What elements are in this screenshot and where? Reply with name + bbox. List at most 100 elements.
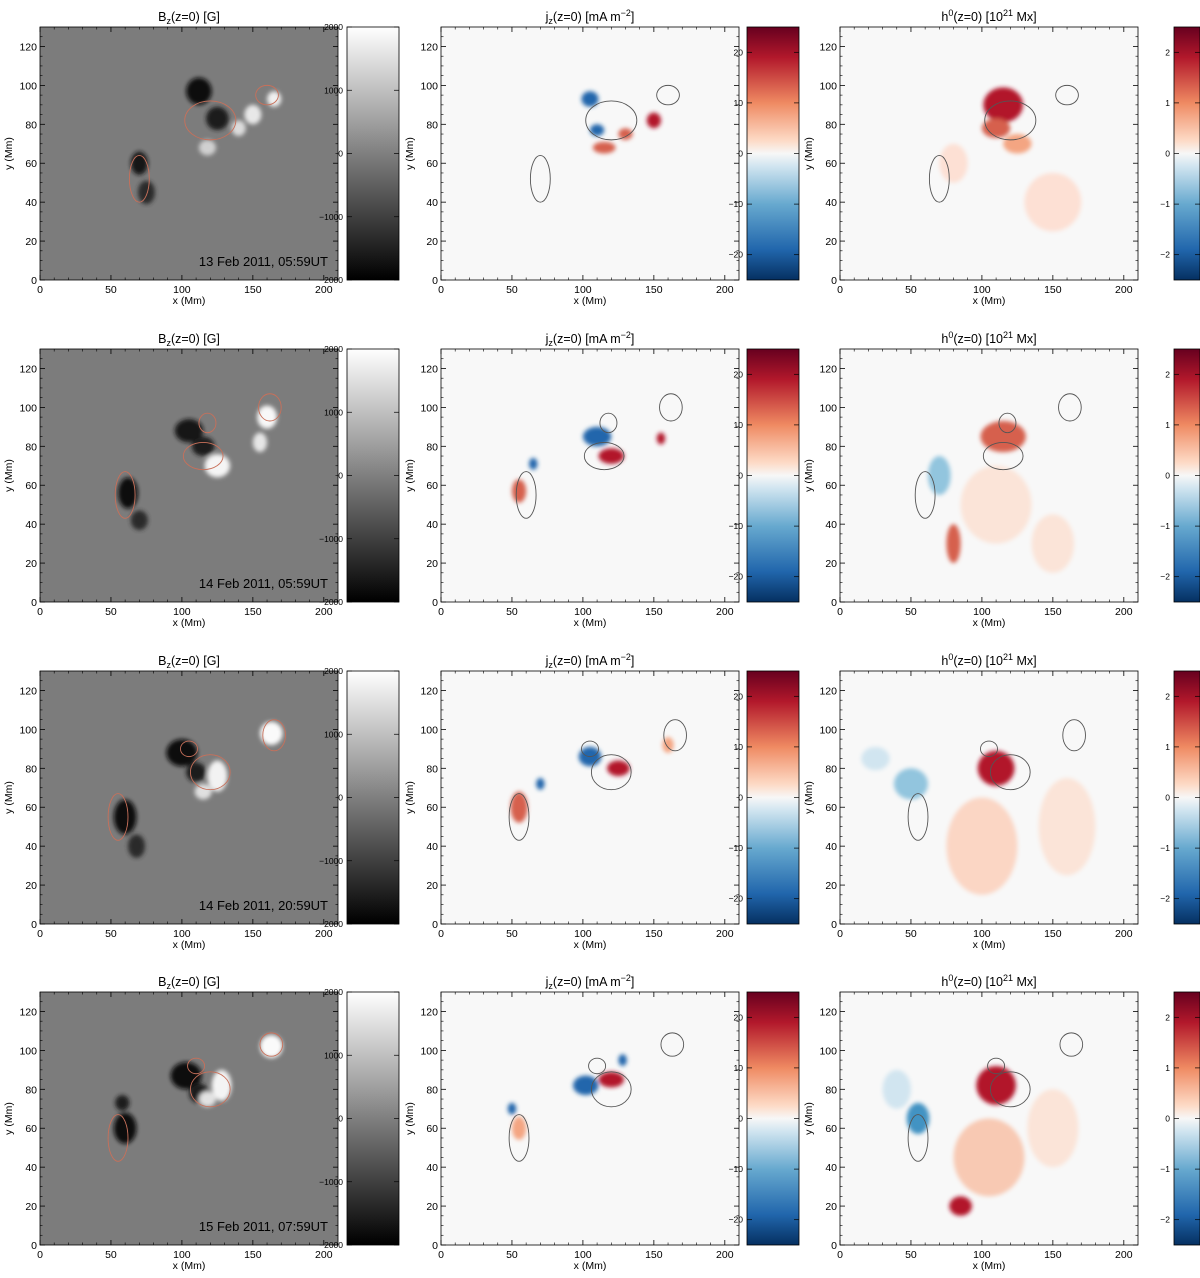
map-feature <box>267 91 282 107</box>
map-feature <box>186 762 207 782</box>
y-tick-label: 120 <box>19 41 37 53</box>
y-tick-label: 80 <box>25 1084 37 1096</box>
map-feature <box>510 791 528 823</box>
y-tick-label: 60 <box>25 802 37 814</box>
map-feature <box>536 778 545 790</box>
colorbar-tick-label: 1000 <box>324 729 343 739</box>
title-rest: (z=0) [mA m <box>553 654 621 668</box>
title-rest: (z=0) [mA m <box>553 10 621 24</box>
map-background <box>441 349 739 602</box>
contour-line <box>1062 719 1086 752</box>
contour-line <box>187 1057 206 1075</box>
x-tick-label: 100 <box>173 1249 191 1261</box>
title-sup: −2 <box>621 8 631 18</box>
y-tick-label: 60 <box>825 802 837 814</box>
map-feature <box>983 87 1024 123</box>
colorbar-tick-label: 2000 <box>324 344 343 354</box>
y-tick-label: 40 <box>426 197 438 209</box>
contour-line <box>907 793 929 841</box>
map-feature <box>198 139 216 156</box>
y-tick-label: 80 <box>426 441 438 453</box>
contours <box>928 84 1079 203</box>
map-background <box>840 992 1138 1245</box>
x-tick-label: 50 <box>506 1249 518 1261</box>
y-tick-label: 20 <box>426 236 438 248</box>
y-tick-label: 20 <box>426 558 438 570</box>
colorbar-tick-label: −10 <box>729 1164 744 1174</box>
y-tick-label: 80 <box>25 441 37 453</box>
colorbar-tick-label: 2 <box>1165 1012 1170 1022</box>
map-feature <box>113 1112 137 1144</box>
contour-line <box>987 1057 1006 1075</box>
y-tick-label: 20 <box>825 880 837 892</box>
colorbar: 2 1 0 −1 −2 <box>1160 991 1200 1246</box>
x-axis-label: x (Mm) <box>574 295 607 307</box>
map-feature <box>259 721 283 745</box>
x-tick-label: 200 <box>1115 606 1133 618</box>
x-tick-label: 0 <box>438 1249 444 1261</box>
map-feature <box>257 405 277 429</box>
colorbar-tick-label: 0 <box>738 471 743 481</box>
panel-title: h0(z=0) [1021 Mx] <box>941 652 1036 668</box>
x-tick-label: 0 <box>837 1249 843 1261</box>
title-sup: −2 <box>621 330 631 340</box>
x-tick-label: 150 <box>645 606 663 618</box>
colorbar: 20 10 0 −10 −20 <box>729 26 800 281</box>
y-tick-label: 20 <box>25 880 37 892</box>
x-tick-label: 200 <box>1115 1249 1133 1261</box>
y-tick-label: 120 <box>420 685 438 697</box>
contour-line <box>198 412 217 434</box>
title-sup0: 0 <box>948 330 953 340</box>
x-tick-label: 0 <box>837 606 843 618</box>
map-feature <box>939 143 968 183</box>
colorbar-tick-label: 0 <box>338 1114 343 1124</box>
x-tick-label: 200 <box>1115 928 1133 940</box>
y-axis-label: y (Mm) <box>3 137 15 170</box>
title-main: B <box>158 975 166 989</box>
contour-line <box>508 793 530 841</box>
map-feature <box>244 104 262 125</box>
map-feature <box>618 1054 627 1066</box>
contours <box>907 1032 1084 1162</box>
panel-title: Bz(z=0) [G] <box>158 332 220 348</box>
y-tick-label: 60 <box>426 158 438 170</box>
map-feature <box>206 106 229 131</box>
title-sup: 21 <box>1003 652 1013 662</box>
contours <box>529 84 680 203</box>
map-feature <box>130 510 148 530</box>
title-main: j <box>545 332 549 346</box>
colorbar-tick-label: 1 <box>1165 742 1170 752</box>
colorbar-tick-label: −1 <box>1160 1164 1170 1174</box>
y-tick-label: 100 <box>19 724 37 736</box>
title-end: ] <box>631 10 634 24</box>
contour-line <box>581 740 599 758</box>
y-tick-label: 40 <box>25 197 37 209</box>
map-feature <box>618 128 633 140</box>
colorbar-gradient <box>346 348 400 603</box>
colorbar-tick-label: 10 <box>734 1063 744 1073</box>
x-tick-label: 100 <box>973 1249 991 1261</box>
map-feature <box>511 479 527 503</box>
y-tick-label: 120 <box>19 1006 37 1018</box>
title-sup: 21 <box>1003 973 1013 983</box>
contours <box>114 393 282 519</box>
colorbar-tick-label: −10 <box>729 843 744 853</box>
y-tick-label: 100 <box>19 1045 37 1057</box>
x-tick-label: 150 <box>1044 1249 1062 1261</box>
colorbar-tick-label: 2 <box>1165 47 1170 57</box>
title-end: ] <box>631 975 634 989</box>
y-tick-label: 80 <box>825 1084 837 1096</box>
map-feature <box>1027 1089 1079 1168</box>
y-tick-label: 0 <box>831 275 837 287</box>
contours <box>515 393 683 519</box>
title-main: j <box>545 654 549 668</box>
y-tick-label: 100 <box>819 1045 837 1057</box>
y-tick-label: 100 <box>420 402 438 414</box>
map-feature <box>946 797 1018 895</box>
map-feature <box>949 1196 972 1216</box>
y-tick-label: 60 <box>426 480 438 492</box>
x-tick-label: 150 <box>645 284 663 296</box>
y-axis-label: y (Mm) <box>803 137 815 170</box>
